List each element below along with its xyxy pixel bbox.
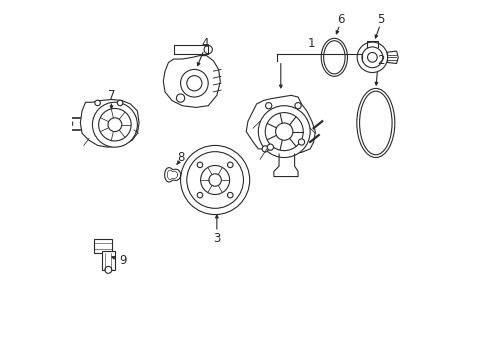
Circle shape: [117, 100, 122, 106]
Ellipse shape: [359, 91, 391, 155]
Circle shape: [264, 113, 303, 150]
Text: 2: 2: [376, 54, 384, 67]
Circle shape: [200, 166, 229, 194]
Circle shape: [104, 266, 112, 273]
Circle shape: [361, 47, 382, 68]
Ellipse shape: [323, 41, 345, 74]
Circle shape: [227, 192, 233, 198]
Polygon shape: [164, 168, 180, 182]
Circle shape: [108, 118, 122, 132]
Polygon shape: [80, 99, 139, 147]
Text: 4: 4: [201, 37, 208, 50]
Circle shape: [203, 45, 212, 54]
Text: 8: 8: [177, 151, 184, 164]
Circle shape: [275, 123, 292, 140]
Polygon shape: [163, 55, 220, 107]
Circle shape: [298, 139, 304, 145]
Ellipse shape: [321, 38, 347, 76]
Circle shape: [176, 94, 184, 102]
Circle shape: [197, 162, 203, 168]
Circle shape: [180, 145, 249, 215]
FancyBboxPatch shape: [94, 239, 112, 253]
Text: 6: 6: [336, 13, 344, 26]
Circle shape: [197, 192, 203, 198]
Circle shape: [227, 162, 233, 168]
Polygon shape: [246, 95, 315, 154]
Circle shape: [186, 76, 202, 91]
Circle shape: [262, 146, 268, 152]
Circle shape: [92, 102, 137, 147]
Circle shape: [356, 42, 387, 72]
Text: 3: 3: [213, 232, 220, 245]
FancyBboxPatch shape: [102, 251, 115, 270]
Circle shape: [99, 108, 131, 141]
Ellipse shape: [356, 89, 394, 158]
Circle shape: [186, 152, 243, 208]
Polygon shape: [387, 51, 398, 63]
Circle shape: [367, 53, 376, 62]
Circle shape: [258, 106, 309, 158]
Text: 9: 9: [119, 254, 126, 267]
Circle shape: [67, 121, 73, 126]
Text: 5: 5: [377, 13, 384, 26]
Circle shape: [180, 69, 208, 97]
Text: 7: 7: [107, 89, 115, 102]
Circle shape: [267, 144, 273, 150]
Circle shape: [95, 100, 100, 106]
Circle shape: [265, 103, 271, 109]
Circle shape: [208, 174, 221, 186]
Text: 1: 1: [307, 37, 315, 50]
Circle shape: [294, 103, 301, 109]
